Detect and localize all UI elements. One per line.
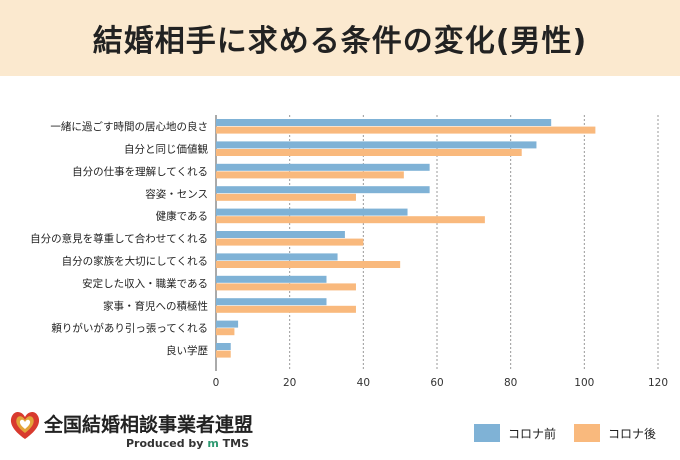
category-label: 自分の意見を尊重して合わせてくれる: [30, 232, 208, 245]
category-label: 良い学歴: [166, 344, 208, 357]
org-logo: 全国結婚相談事業者連盟 Produced by m TMS: [8, 408, 268, 454]
bar-before: [216, 141, 537, 149]
bar-before: [216, 186, 430, 194]
x-tick-label: 40: [357, 377, 370, 389]
category-label: 自分の仕事を理解してくれる: [72, 165, 208, 178]
produced-by-label: Produced by: [126, 437, 204, 450]
legend-item-before: コロナ前: [474, 424, 556, 442]
bar-after: [216, 126, 596, 134]
legend-swatch-before: [474, 424, 500, 442]
bar-before: [216, 119, 552, 126]
bar-after: [216, 350, 231, 358]
page-title: 結婚相手に求める条件の変化(男性): [92, 24, 588, 59]
bar-after: [216, 149, 522, 156]
legend-swatch-after: [574, 424, 600, 442]
org-name: 全国結婚相談事業者連盟: [44, 414, 254, 436]
x-tick-label: 60: [430, 377, 443, 389]
category-label: 健康である: [156, 210, 208, 223]
title-band: 結婚相手に求める条件の変化(男性): [0, 0, 680, 76]
tms-label: TMS: [222, 437, 250, 450]
bar-after: [216, 261, 401, 268]
bar-before: [216, 163, 430, 171]
heart-logo-icon: [10, 411, 40, 439]
x-tick-label: 0: [213, 377, 220, 389]
x-tick-label: 120: [648, 377, 668, 389]
bar-after: [216, 328, 235, 336]
bar-after: [216, 216, 485, 224]
x-tick-label: 80: [504, 377, 517, 389]
produced-by: Produced by m TMS: [126, 437, 249, 450]
bar-after: [216, 283, 356, 291]
category-label: 安定した収入・職業である: [82, 277, 208, 290]
bar-after: [216, 238, 364, 246]
x-tick-label: 100: [574, 377, 594, 389]
bar-before: [216, 208, 408, 216]
tms-logo-icon: m: [207, 437, 219, 450]
bar-before: [216, 320, 239, 328]
category-label: 頼りがいがあり引っ張ってくれる: [51, 322, 208, 335]
bar-before: [216, 231, 345, 238]
category-label: 自分の家族を大切にしてくれる: [62, 255, 208, 268]
category-label: 家事・育児への積極性: [103, 299, 208, 312]
bar-after: [216, 305, 356, 313]
bar-after: [216, 193, 356, 201]
category-label: 自分と同じ価値観: [124, 143, 208, 156]
x-tick-label: 20: [283, 377, 296, 389]
legend-label-before: コロナ前: [508, 426, 557, 441]
bar-before: [216, 343, 231, 350]
legend-label-after: コロナ後: [608, 426, 657, 441]
bar-before: [216, 275, 327, 283]
bar-before: [216, 253, 338, 261]
bar-after: [216, 171, 404, 179]
bar-chart: 一緒に過ごす時間の居心地の良さ自分と同じ価値観自分の仕事を理解してくれる容姿・セ…: [30, 115, 668, 389]
category-label: 容姿・センス: [145, 187, 208, 200]
category-label: 一緒に過ごす時間の居心地の良さ: [50, 120, 208, 133]
legend-item-after: コロナ後: [574, 424, 656, 442]
bar-before: [216, 298, 327, 306]
